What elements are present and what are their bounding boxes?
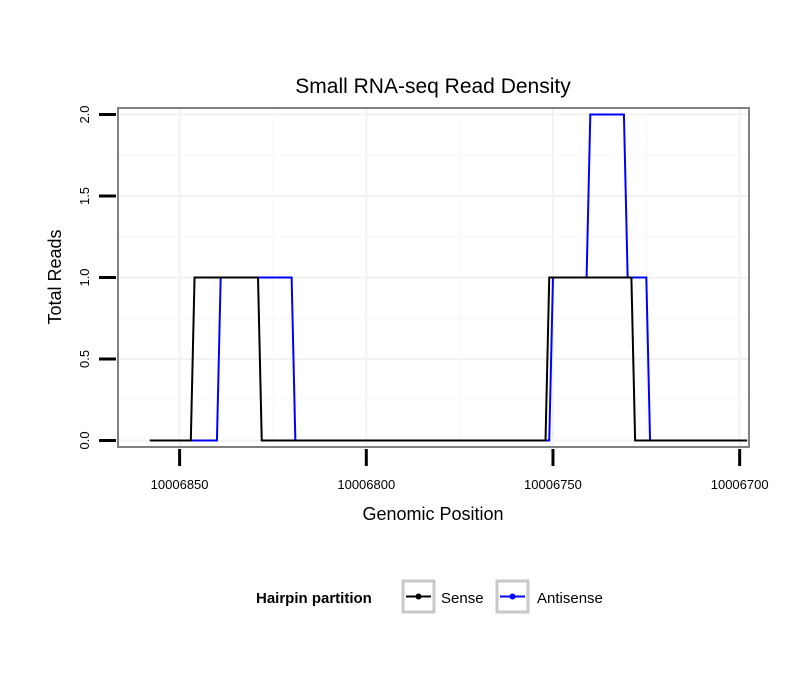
- legend-dot-antisense: [509, 593, 516, 600]
- y-tick-label: 0.0: [77, 431, 92, 449]
- legend-dot-sense: [415, 593, 422, 600]
- legend-title: Hairpin partition: [256, 590, 372, 607]
- y-axis-label: Total Reads: [45, 229, 65, 324]
- series-line-sense: [149, 276, 748, 442]
- legend-label-sense: Sense: [441, 590, 484, 607]
- legend-item-sense: Sense: [401, 579, 484, 614]
- x-axis: 10006850 10006800 10006750 10006700: [151, 449, 769, 492]
- y-tick-label: 2.0: [77, 105, 92, 123]
- y-tick-label: 1.5: [77, 187, 92, 205]
- y-tick-label: 0.5: [77, 350, 92, 368]
- plot-panel-border: [117, 107, 750, 448]
- x-tick-label: 10006850: [151, 477, 209, 492]
- y-axis: 0.0 0.5 1.0 1.5 2.0: [77, 105, 116, 450]
- legend: Hairpin partition Sense Antisense: [256, 579, 603, 614]
- x-axis-label: Genomic Position: [362, 504, 503, 524]
- legend-label-antisense: Antisense: [537, 590, 603, 607]
- legend-item-antisense: Antisense: [495, 579, 603, 614]
- series-layer: [149, 113, 748, 442]
- x-tick-label: 10006800: [337, 477, 395, 492]
- x-tick-label: 10006750: [524, 477, 582, 492]
- x-tick-label: 10006700: [711, 477, 769, 492]
- y-tick-label: 1.0: [77, 268, 92, 286]
- chart-title: Small RNA-seq Read Density: [295, 75, 571, 98]
